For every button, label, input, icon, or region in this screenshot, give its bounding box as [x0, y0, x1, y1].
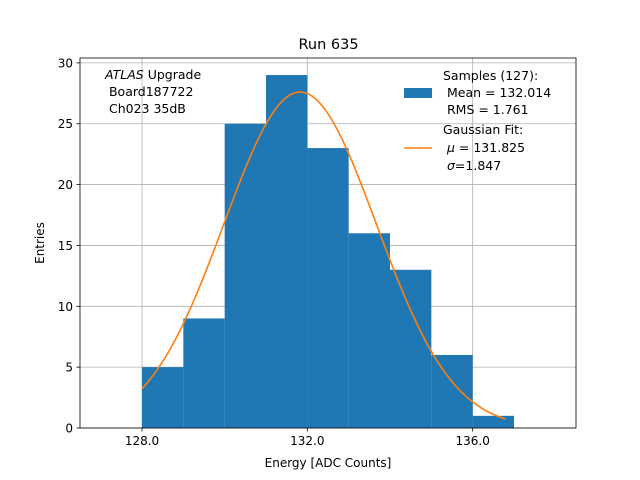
legend-fit-mu: μ = 131.825 — [443, 140, 525, 155]
legend-hist-rms: RMS = 1.761 — [443, 102, 529, 117]
y-tick-label: 10 — [58, 300, 73, 314]
x-tick-label: 128.0 — [125, 434, 159, 448]
y-tick-label: 25 — [58, 117, 73, 131]
histogram-bar — [472, 415, 514, 428]
histogram-bar — [224, 123, 266, 428]
x-tick-label: 132.0 — [290, 434, 324, 448]
y-tick-label: 30 — [58, 56, 73, 70]
y-tick-label: 20 — [58, 178, 73, 192]
histogram-bar — [431, 354, 473, 428]
histogram-bars — [142, 75, 514, 428]
legend: Samples (127): Mean = 132.014 RMS = 1.76… — [404, 68, 551, 173]
legend-sigma-value: =1.847 — [455, 158, 501, 173]
legend-mu-value: = 131.825 — [455, 140, 525, 155]
plot-frame — [79, 57, 577, 429]
histogram-bar — [266, 75, 308, 428]
annotation-upgrade: Upgrade — [144, 67, 202, 82]
chart-title: Run 635 — [298, 37, 358, 53]
annotation-channel: Ch023 35dB — [105, 101, 186, 116]
legend-sigma-symbol: σ — [447, 158, 456, 173]
annotation-line-1: ATLAS Upgrade — [104, 67, 201, 82]
legend-hist-title: Samples (127): — [443, 68, 538, 83]
annotation-board: Board187722 — [105, 84, 193, 99]
histogram-bar — [390, 269, 432, 428]
legend-mu-symbol: μ — [446, 140, 455, 155]
histogram-bar — [142, 367, 184, 428]
x-axis-label: Energy [ADC Counts] — [265, 456, 392, 470]
gaussian-fit-curve — [141, 91, 506, 420]
histogram-bar — [307, 148, 349, 428]
y-tick-label: 5 — [65, 361, 73, 375]
annotation-atlas: ATLAS — [104, 67, 144, 82]
legend-hist-mean: Mean = 132.014 — [443, 85, 551, 100]
axis-ticks: 128.0 132.0 136.0 0 5 10 15 20 25 30 — [58, 56, 490, 448]
y-tick-label: 15 — [58, 239, 73, 253]
legend-fit-title: Gaussian Fit: — [443, 122, 523, 137]
y-tick-label: 0 — [65, 422, 73, 436]
legend-fit-sigma: σ=1.847 — [443, 158, 501, 173]
atlas-annotation: ATLAS Upgrade Board187722 Ch023 35dB — [104, 67, 201, 116]
legend-hist-swatch — [404, 88, 432, 98]
histogram-bar — [183, 318, 225, 428]
y-axis-label: Entries — [33, 222, 47, 264]
histogram-bar — [348, 233, 390, 428]
x-tick-label: 136.0 — [455, 434, 489, 448]
